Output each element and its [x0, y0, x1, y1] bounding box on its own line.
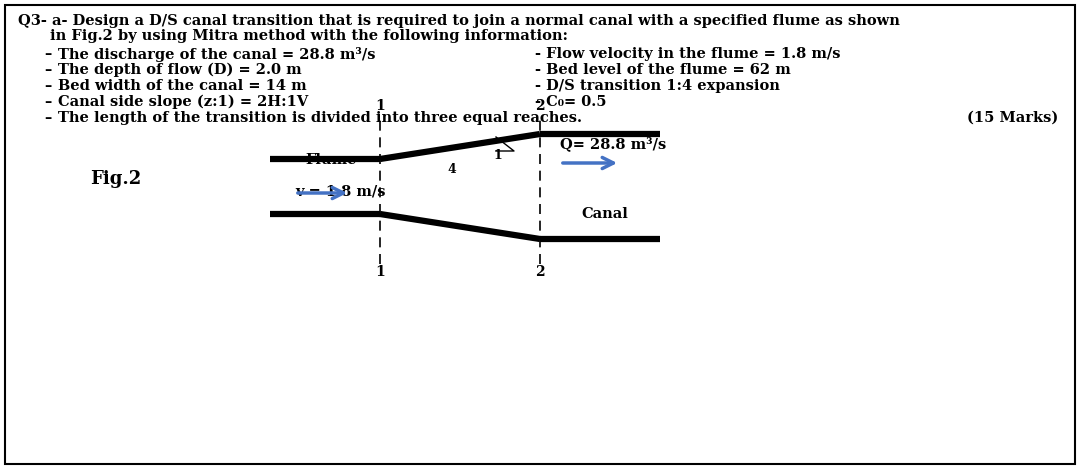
Text: 1: 1 — [375, 99, 384, 113]
Text: –: – — [44, 79, 51, 93]
Text: - Bed level of the flume = 62 m: - Bed level of the flume = 62 m — [535, 63, 791, 77]
Text: Q= 28.8 m³/s: Q= 28.8 m³/s — [561, 136, 666, 151]
Text: v = 1.8 m/s: v = 1.8 m/s — [295, 184, 386, 198]
Text: (15 Marks): (15 Marks) — [967, 111, 1058, 125]
Text: The depth of flow (D) = 2.0 m: The depth of flow (D) = 2.0 m — [58, 63, 301, 77]
Text: Canal side slope (z:1) = 2H:1V: Canal side slope (z:1) = 2H:1V — [58, 95, 308, 109]
Text: - Flow velocity in the flume = 1.8 m/s: - Flow velocity in the flume = 1.8 m/s — [535, 47, 840, 61]
Text: –: – — [44, 47, 51, 61]
Text: The discharge of the canal = 28.8 m³/s: The discharge of the canal = 28.8 m³/s — [58, 47, 376, 62]
Text: Canal: Canal — [581, 207, 629, 221]
Text: 1: 1 — [375, 265, 384, 279]
Text: - D/S transition 1:4 expansion: - D/S transition 1:4 expansion — [535, 79, 780, 93]
Text: 4: 4 — [447, 162, 457, 175]
Text: 1: 1 — [494, 149, 502, 161]
Text: Flume: Flume — [305, 153, 356, 167]
Text: –: – — [44, 95, 51, 109]
Text: in Fig.2 by using Mitra method with the following information:: in Fig.2 by using Mitra method with the … — [50, 29, 568, 43]
Text: Q3- a- Design a D/S canal transition that is required to join a normal canal wit: Q3- a- Design a D/S canal transition tha… — [18, 14, 900, 28]
Text: 2: 2 — [536, 99, 544, 113]
Text: –: – — [44, 63, 51, 77]
Text: The length of the transition is divided into three equal reaches.: The length of the transition is divided … — [58, 111, 582, 125]
Text: 2: 2 — [536, 265, 544, 279]
Text: Bed width of the canal = 14 m: Bed width of the canal = 14 m — [58, 79, 307, 93]
Text: Fig.2: Fig.2 — [90, 170, 141, 188]
Text: - C₀= 0.5: - C₀= 0.5 — [535, 95, 607, 109]
Text: –: – — [44, 111, 51, 125]
